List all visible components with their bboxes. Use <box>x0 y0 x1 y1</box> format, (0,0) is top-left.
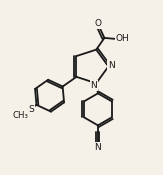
Text: N: N <box>108 61 115 70</box>
Text: N: N <box>95 143 101 152</box>
Text: N: N <box>90 81 97 90</box>
Text: CH₃: CH₃ <box>12 111 29 120</box>
Text: OH: OH <box>116 34 129 43</box>
Text: S: S <box>29 105 34 114</box>
Text: O: O <box>95 19 102 28</box>
